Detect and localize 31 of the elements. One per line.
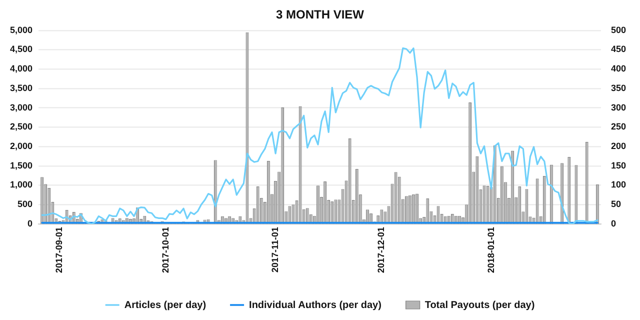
chart-title: 3 MONTH VIEW	[276, 8, 365, 22]
x-tick-label: 2017-10-01	[160, 226, 170, 274]
y2-tick-label: 100	[610, 180, 626, 190]
y2-tick-label: 200	[610, 141, 626, 152]
y2-tick-label: 450	[610, 44, 626, 54]
y-tick-label: 1,000	[10, 180, 33, 190]
y2-tick-label: 150	[610, 160, 626, 170]
y2-tick-label: 300	[610, 102, 626, 112]
legend-label: Articles (per day)	[124, 300, 206, 311]
y-tick-label: 3,500	[10, 82, 33, 93]
y-tick-label: 4,500	[10, 44, 33, 54]
y2-tick-label: 50	[610, 199, 621, 210]
y2-tick-label: 250	[610, 122, 626, 132]
x-tick-label: 2018-01-01	[486, 226, 496, 274]
y2-tick-label: 0	[610, 218, 616, 228]
y-tick-label: 4,000	[10, 64, 33, 74]
y-tick-label: 3,000	[10, 102, 33, 112]
x-tick-label: 2017-11-01	[270, 226, 280, 273]
y2-tick-label: 350	[610, 82, 626, 93]
y-tick-label: 500	[17, 199, 33, 210]
y-tick-label: 2,500	[10, 122, 33, 132]
legend-label: Total Payouts (per day)	[424, 300, 535, 311]
legend-label: Individual Authors (per day)	[249, 300, 382, 311]
y-tick-label: 2,000	[10, 141, 33, 152]
y-tick-label: 5,000	[10, 24, 33, 35]
y-tick-label: 0	[28, 218, 33, 228]
y2-tick-label: 500	[610, 24, 626, 35]
y-tick-label: 1,500	[10, 160, 33, 170]
y2-tick-label: 400	[610, 64, 626, 74]
x-tick-label: 2017-09-01	[54, 226, 64, 274]
x-tick-label: 2017-12-01	[376, 226, 386, 274]
